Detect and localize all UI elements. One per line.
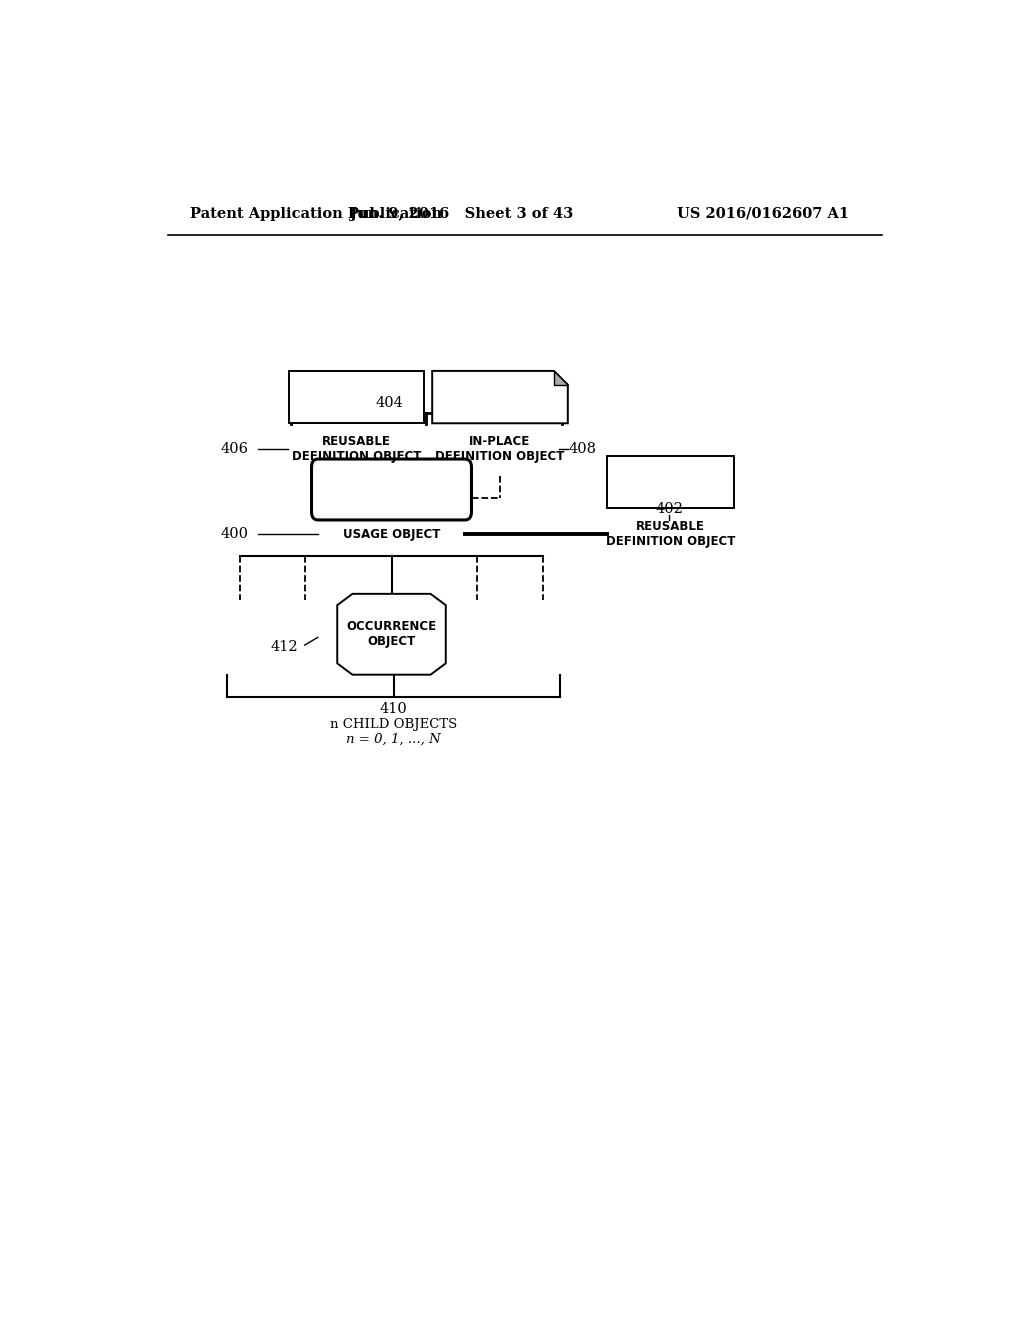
Text: n CHILD OBJECTS: n CHILD OBJECTS [330,718,458,731]
Text: 400: 400 [220,527,248,541]
Text: Patent Application Publication: Patent Application Publication [190,207,442,220]
Text: US 2016/0162607 A1: US 2016/0162607 A1 [678,207,850,220]
Text: 408: 408 [568,442,596,457]
Polygon shape [432,371,568,424]
FancyBboxPatch shape [311,459,471,520]
Text: Jun. 9, 2016   Sheet 3 of 43: Jun. 9, 2016 Sheet 3 of 43 [349,207,572,220]
Text: IN-PLACE
DEFINITION OBJECT: IN-PLACE DEFINITION OBJECT [435,436,564,463]
Text: REUSABLE
DEFINITION OBJECT: REUSABLE DEFINITION OBJECT [292,436,421,463]
Polygon shape [554,371,568,385]
Text: 404: 404 [375,396,403,411]
FancyBboxPatch shape [289,371,424,424]
Text: REUSABLE
DEFINITION OBJECT: REUSABLE DEFINITION OBJECT [606,520,735,548]
Text: 412: 412 [271,640,299,655]
Text: 406: 406 [220,442,248,457]
Text: USAGE OBJECT: USAGE OBJECT [343,528,440,541]
Text: 402: 402 [655,502,683,516]
FancyBboxPatch shape [606,455,734,508]
Text: 410: 410 [380,702,408,715]
Text: OCCURRENCE
OBJECT: OCCURRENCE OBJECT [346,620,436,648]
Polygon shape [337,594,445,675]
Text: FIG. 4: FIG. 4 [489,383,560,403]
Text: n = 0, 1, ..., N: n = 0, 1, ..., N [346,733,441,746]
